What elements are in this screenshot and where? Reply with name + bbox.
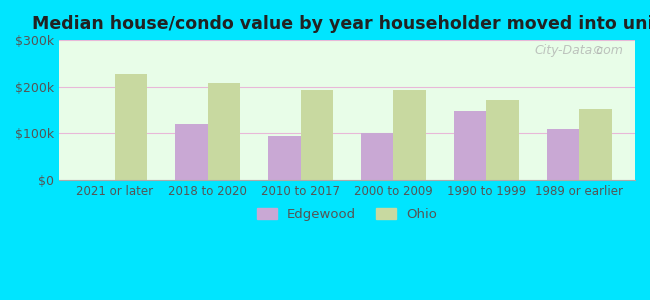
Bar (579, 109, 612, 180)
Bar (486, 100, 519, 180)
Legend: Edgewood, Ohio: Edgewood, Ohio (252, 202, 443, 226)
Bar (393, 90, 426, 180)
Bar (207, 83, 240, 180)
Bar (268, 136, 300, 180)
Bar (361, 133, 393, 180)
Bar (115, 74, 148, 180)
Bar (300, 90, 333, 180)
Bar (175, 124, 207, 180)
Text: ⊙: ⊙ (593, 44, 603, 57)
Bar (547, 129, 579, 180)
Title: Median house/condo value by year householder moved into unit: Median house/condo value by year househo… (32, 15, 650, 33)
Bar (454, 111, 486, 180)
Text: City-Data.com: City-Data.com (534, 44, 623, 57)
